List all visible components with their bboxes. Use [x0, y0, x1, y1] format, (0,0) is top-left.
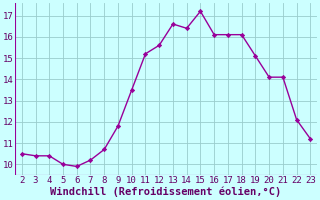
X-axis label: Windchill (Refroidissement éolien,°C): Windchill (Refroidissement éolien,°C) — [51, 187, 282, 197]
